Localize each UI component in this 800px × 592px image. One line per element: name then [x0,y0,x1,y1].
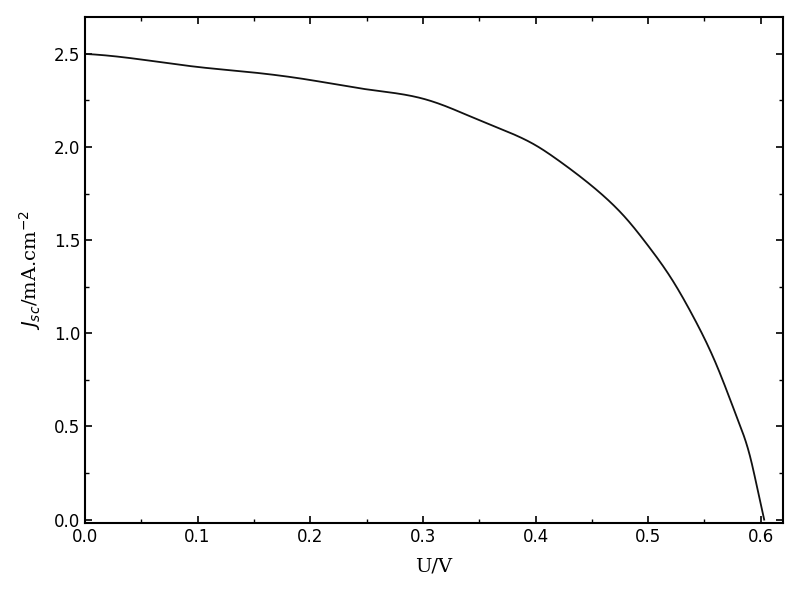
X-axis label: U/V: U/V [415,557,453,575]
Y-axis label: $J_{sc}$/mA.cm$^{-2}$: $J_{sc}$/mA.cm$^{-2}$ [17,210,42,330]
